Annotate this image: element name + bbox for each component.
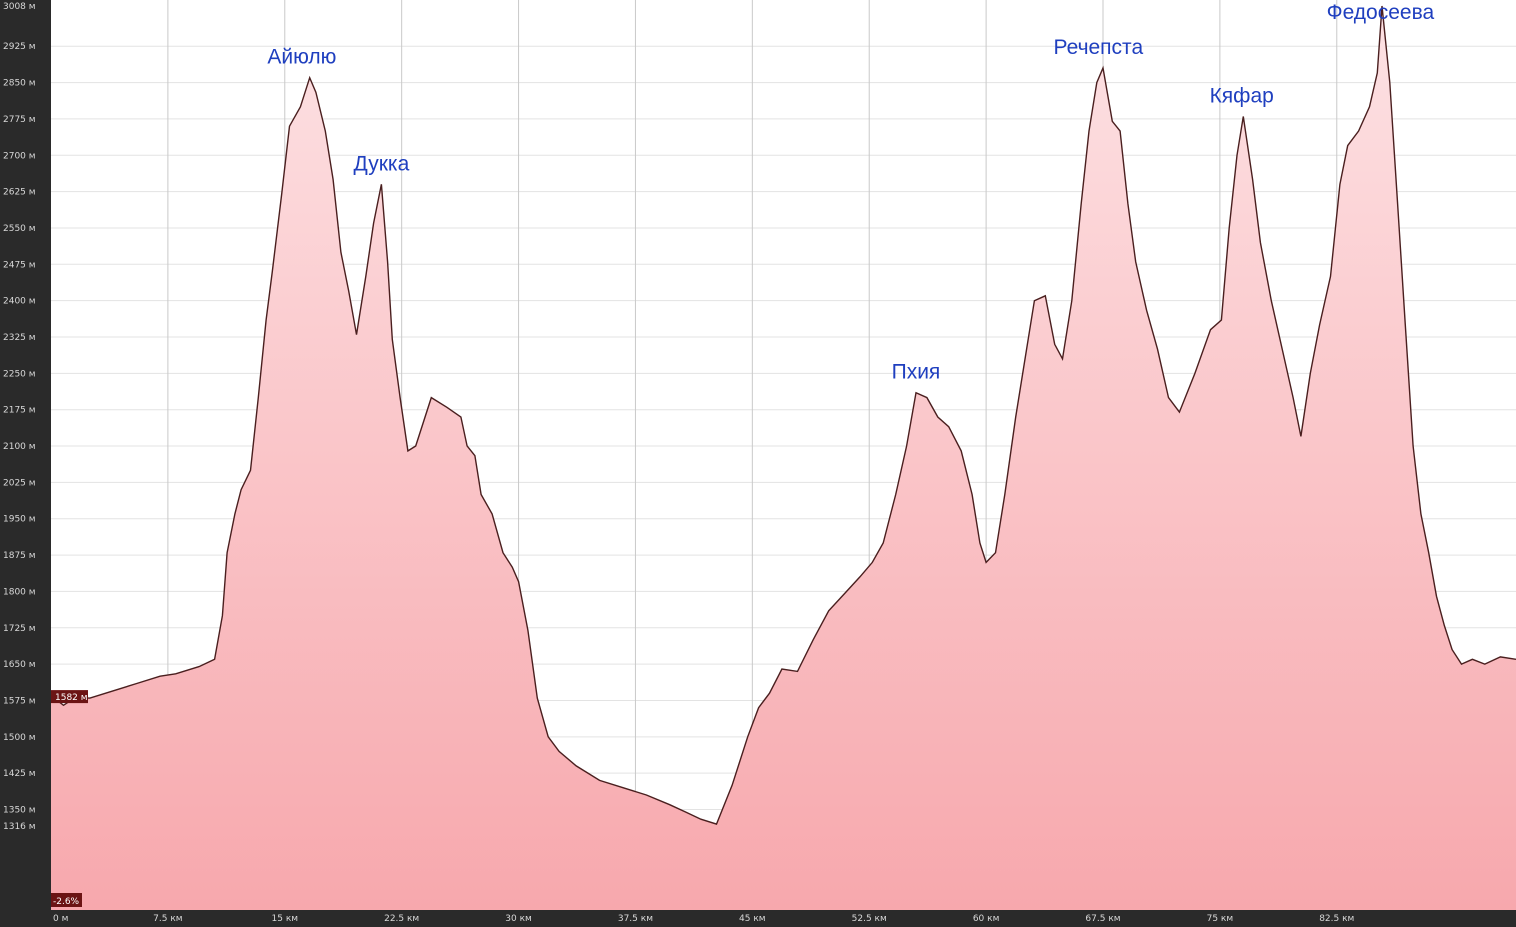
y-tick-label: 2625 м	[3, 188, 36, 198]
x-tick-label: 15 км	[272, 914, 299, 924]
grade-label: -2.6%	[53, 897, 80, 907]
x-tick-label: 37.5 км	[618, 914, 653, 924]
y-tick-label: 2475 м	[3, 260, 36, 270]
peak-label: Пхия	[892, 361, 941, 384]
y-tick-label: 1500 м	[3, 733, 36, 743]
x-tick-label: 30 км	[505, 914, 532, 924]
y-tick-label: 3008 м	[3, 2, 36, 12]
y-tick-label: 2550 м	[3, 224, 36, 234]
x-tick-label: 45 км	[739, 914, 766, 924]
cursor-elevation-label: 1582 м	[55, 693, 88, 703]
peak-label: Федосеева	[1327, 1, 1435, 24]
y-tick-label: 1575 м	[3, 696, 36, 706]
y-tick-label: 1425 м	[3, 769, 36, 779]
cursor-elevation-badge: 1582 м	[51, 690, 88, 704]
y-tick-label: 2025 м	[3, 478, 36, 488]
x-tick-label: 7.5 км	[153, 914, 182, 924]
y-tick-label: 1316 м	[3, 822, 36, 832]
y-tick-label: 2175 м	[3, 406, 36, 416]
x-tick-label: 60 км	[973, 914, 1000, 924]
x-tick-label: 22.5 км	[384, 914, 419, 924]
y-tick-label: 2700 м	[3, 151, 36, 161]
y-tick-label: 2400 м	[3, 297, 36, 307]
y-tick-label: 2250 м	[3, 369, 36, 379]
y-tick-label: 2775 м	[3, 115, 36, 125]
y-tick-label: 1350 м	[3, 806, 36, 816]
peak-label: Кяфар	[1210, 84, 1274, 107]
y-tick-label: 2325 м	[3, 333, 36, 343]
peak-label: Айюлю	[267, 46, 336, 69]
x-tick-label: 67.5 км	[1085, 914, 1120, 924]
peak-labels: Айюлю Дукка Пхия Речепста Кяфар Федосеева	[267, 1, 1434, 384]
x-axis: 0 м 7.5 км 15 км 22.5 км 30 км 37.5 км 45 км 52…	[53, 914, 1354, 924]
y-tick-label: 2925 м	[3, 42, 36, 52]
y-tick-label: 1650 м	[3, 660, 36, 670]
x-tick-label: 75 км	[1207, 914, 1234, 924]
x-tick-label: 0 м	[53, 914, 68, 924]
y-tick-label: 1725 м	[3, 624, 36, 634]
y-tick-label: 2850 м	[3, 79, 36, 89]
y-axis: 3008 м 2925 м 2850 м 2775 м 2700 м 2625 м 2550…	[3, 2, 36, 832]
grade-badge: -2.6%	[51, 893, 82, 907]
elevation-line	[50, 5, 1516, 825]
y-tick-label: 1800 м	[3, 587, 36, 597]
y-tick-label: 1875 м	[3, 551, 36, 561]
peak-label: Речепста	[1054, 36, 1144, 59]
x-tick-label: 52.5 км	[852, 914, 887, 924]
x-tick-label: 82.5 км	[1319, 914, 1354, 924]
y-tick-label: 2100 м	[3, 442, 36, 452]
peak-label: Дукка	[354, 152, 410, 175]
y-tick-label: 1950 м	[3, 515, 36, 525]
elevation-area	[51, 6, 1516, 910]
